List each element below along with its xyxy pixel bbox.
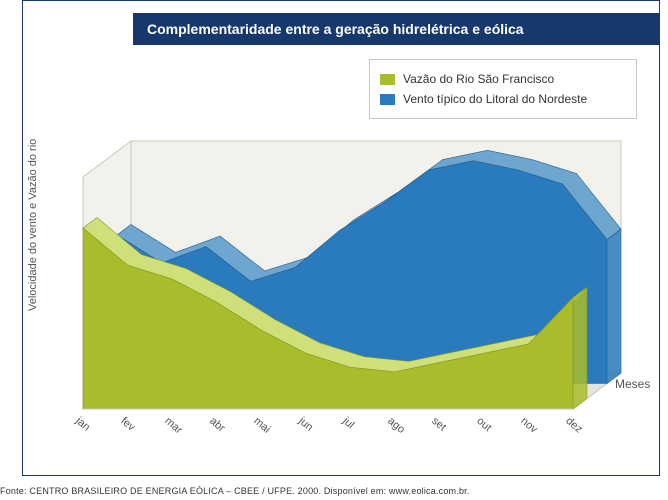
y-axis-label: Velocidade do vento e Vazão do rio — [27, 139, 39, 311]
legend-label-vazao: Vazão do Rio São Francisco — [403, 70, 554, 88]
legend-label-vento: Vento típico do Litoral do Nordeste — [403, 90, 587, 108]
chart-title: Complementaridade entre a geração hidrel… — [133, 13, 659, 45]
x-axis-caption: Meses — [615, 377, 650, 391]
plot-area: janfevmarabrmaijunjulagosetoutnovdezMese… — [75, 97, 655, 457]
legend-swatch-vazao — [380, 74, 395, 85]
legend-item-vento: Vento típico do Litoral do Nordeste — [380, 90, 626, 108]
legend-swatch-vento — [380, 94, 395, 105]
chart-panel: Complementaridade entre a geração hidrel… — [22, 0, 660, 476]
legend-item-vazao: Vazão do Rio São Francisco — [380, 70, 626, 88]
legend: Vazão do Rio São Francisco Vento típico … — [369, 59, 637, 119]
chart-svg — [75, 97, 655, 457]
source-citation: Fonte: CENTRO BRASILEIRO DE ENERGIA EÓLI… — [0, 486, 470, 496]
chart-container: Complementaridade entre a geração hidrel… — [0, 0, 668, 500]
